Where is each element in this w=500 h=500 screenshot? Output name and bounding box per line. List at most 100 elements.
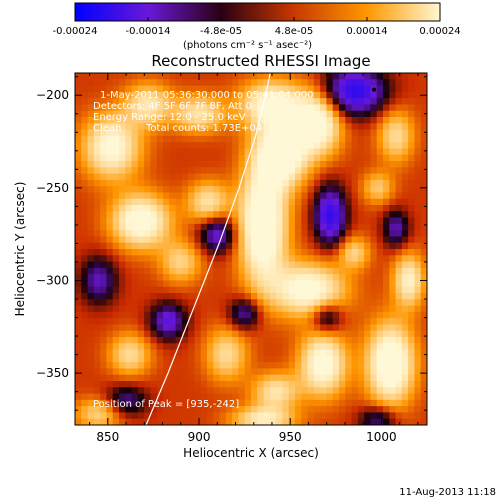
heatmap-cell [100,217,108,225]
heatmap-cell [301,148,309,156]
heatmap-cell [339,311,346,319]
heatmap-cell [150,374,158,382]
heatmap-cell [339,173,346,181]
heatmap-cell [339,73,346,80]
heatmap-cell [326,406,334,414]
heatmap-cell [87,236,95,244]
heatmap-cell [232,123,240,131]
heatmap-cell [163,293,170,300]
heatmap-cell [414,79,422,87]
heatmap-cell [257,280,265,288]
heatmap-cell [175,349,183,357]
heatmap-cell [420,374,427,382]
heatmap-cell [175,299,183,307]
heatmap-cell [288,135,296,143]
heatmap-cell [125,318,133,326]
heatmap-cell [194,374,202,382]
heatmap-cell [181,91,189,99]
heatmap-cell [106,274,114,282]
heatmap-cell [181,135,189,143]
heatmap-cell [219,154,227,162]
heatmap-cell [282,123,290,131]
heatmap-cell [351,249,359,256]
heatmap-cell [106,142,114,150]
heatmap-cell [225,261,233,269]
heatmap-cell [207,173,214,181]
heatmap-cell [137,129,145,137]
heatmap-cell [395,274,403,282]
heatmap-cell [295,255,302,263]
heatmap-cell [408,374,416,382]
heatmap-cell [169,135,177,143]
heatmap-cell [137,267,145,275]
heatmap-cell [188,91,196,99]
heatmap-cell [112,355,120,363]
heatmap-cell [156,91,164,99]
heatmap-cell [200,104,208,112]
heatmap-cell [131,374,139,382]
heatmap-cell [112,205,120,212]
heatmap-cell [257,286,265,294]
heatmap-cell [326,349,334,357]
heatmap-cell [200,117,208,124]
heatmap-cell [370,167,378,175]
heatmap-cell [169,230,177,238]
heatmap-cell [213,362,221,370]
heatmap-cell [150,399,158,407]
heatmap-cell [137,393,145,401]
heatmap-cell [383,343,390,351]
heatmap-cell [181,267,189,275]
heatmap-cell [339,179,346,187]
heatmap-cell [370,186,378,194]
heatmap-cell [137,98,145,106]
heatmap-cell [307,242,315,250]
heatmap-cell [307,267,315,275]
heatmap-cell [125,79,133,87]
heatmap-cell [81,368,89,376]
heatmap-cell [225,161,233,168]
heatmap-cell [188,274,196,282]
heatmap-cell [175,242,183,250]
heatmap-cell [339,211,346,219]
heatmap-cell [307,98,315,106]
heatmap-cell [257,267,265,275]
heatmap-cell [144,205,152,212]
heatmap-cell [395,293,403,300]
heatmap-cell [257,211,265,219]
heatmap-cell [219,362,227,370]
heatmap-cell [93,261,101,269]
heatmap-cell [307,280,315,288]
heatmap-cell [370,217,378,225]
heatmap-cell [131,104,139,112]
heatmap-cell [175,393,183,401]
heatmap-cell [188,98,196,106]
heatmap-cell [232,242,240,250]
heatmap-cell [225,387,233,395]
heatmap-cell [75,186,82,194]
heatmap-cell [376,368,384,376]
y-tick-label: −250 [36,181,69,195]
heatmap-cell [420,205,427,212]
heatmap-cell [320,349,328,357]
heatmap-cell [257,148,265,156]
heatmap-cell [207,286,214,294]
heatmap-cell [269,349,277,357]
heatmap-cell [244,205,252,212]
heatmap-cell [257,274,265,282]
heatmap-cell [163,412,170,420]
heatmap-cell [414,129,422,137]
heatmap-cell [257,330,265,338]
heatmap-cell [401,242,409,250]
heatmap-cell [238,223,246,231]
heatmap-cell [238,242,246,250]
heatmap-cell [93,79,101,87]
heatmap-cell [169,98,177,106]
heatmap-cell [408,173,416,181]
heatmap-cell [332,242,340,250]
heatmap-cell [251,374,258,382]
heatmap-cell [87,368,95,376]
heatmap-cell [213,123,221,131]
heatmap-cell [307,349,315,357]
heatmap-cell [383,85,390,93]
heatmap-cell [420,362,427,370]
